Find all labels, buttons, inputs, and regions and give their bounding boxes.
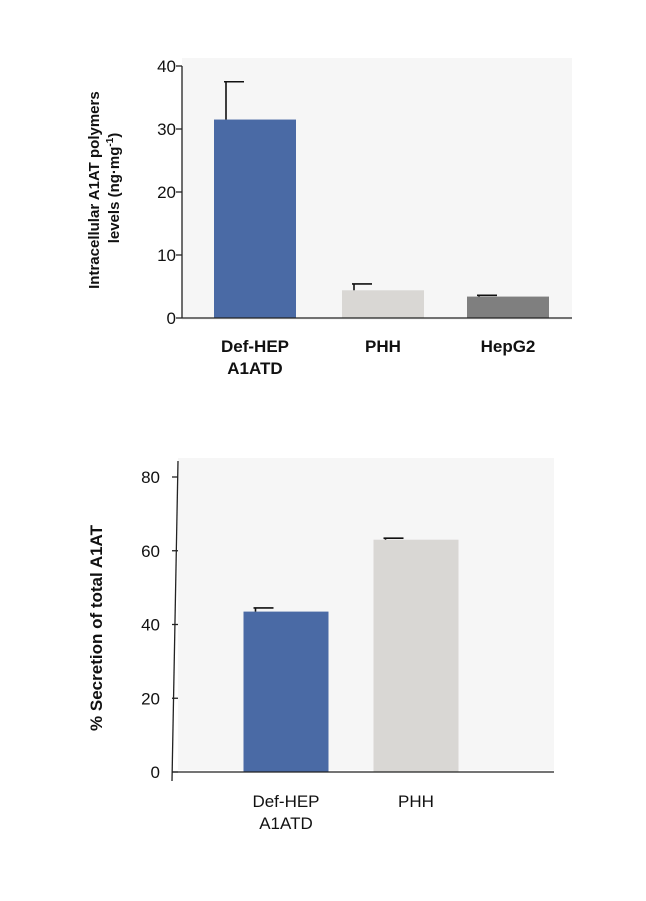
chart-1-x-tick-label: HepG2 [481, 337, 536, 356]
chart-1-y-axis-label-end: ) [106, 133, 123, 138]
chart-1-x-tick-label: A1ATD [227, 359, 282, 378]
chart-1-bar [342, 290, 424, 318]
chart-1-bar [214, 119, 296, 318]
chart-1-y-axis-label-line1: Intracellular A1AT polymers [86, 91, 103, 289]
chart-2: 0 20 40 60 80 Def-HEP A1ATD PHH % Secretion of… [87, 458, 554, 833]
chart-2-y-tick-label: 0 [151, 763, 160, 782]
chart-2-bar [373, 539, 459, 772]
chart-2-x-tick-label: Def-HEP [252, 792, 319, 811]
chart-1-bar [467, 296, 549, 318]
chart-2-y-axis-label: % Secretion of total A1AT [87, 524, 106, 731]
chart-1-y-axis-label-sup: -1 [105, 137, 116, 146]
chart-1-y-axis-label-line2: levels (ng·mg-1) [105, 133, 123, 244]
chart-1-y-axis-label-main: levels (ng·mg [106, 147, 123, 244]
chart-2-y-tick-label: 80 [141, 468, 160, 487]
chart-2-y-axis [171, 460, 179, 782]
chart-2-bar [243, 611, 329, 772]
chart-2-panel [178, 458, 554, 770]
chart-1-y-axis-label: Intracellular A1AT polymers levels (ng·m… [86, 87, 123, 289]
chart-2-x-tick-label: A1ATD [259, 814, 313, 833]
chart-2-y-tick-label: 40 [141, 616, 160, 635]
chart-2-y-tick-label: 20 [141, 689, 160, 708]
chart-1-y-tick-label: 10 [157, 246, 176, 265]
chart-1-y-tick-label: 20 [157, 183, 176, 202]
chart-1-x-tick-label: Def-HEP [221, 337, 289, 356]
chart-1-y-tick-label: 0 [167, 309, 176, 328]
chart-1: 0 10 20 30 40 Def-HEP A1ATD PHH HepG2 Intracell… [86, 57, 572, 378]
chart-2-y-tick-label: 60 [141, 542, 160, 561]
chart-1-x-tick-label: PHH [365, 337, 401, 356]
chart-1-y-tick-label: 40 [157, 57, 176, 76]
chart-1-y-tick-label: 30 [157, 120, 176, 139]
chart-2-x-tick-label: PHH [398, 792, 434, 811]
